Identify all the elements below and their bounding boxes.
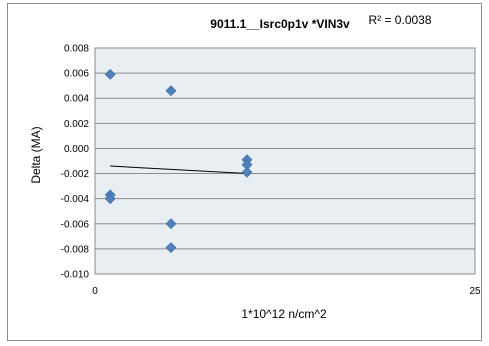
x-axis-title: 1*10^12 n/cm^2 — [241, 307, 327, 321]
y-tick-label: 0.008 — [64, 44, 89, 55]
data-point — [104, 68, 116, 80]
data-point — [165, 85, 177, 97]
data-point — [165, 242, 177, 254]
y-tick-label: -0.010 — [61, 270, 90, 281]
y-axis-title: Delta (MA) — [29, 126, 43, 183]
x-axis-tick-labels: 0 25 — [92, 286, 481, 297]
y-tick-label: 0.000 — [64, 144, 89, 155]
data-point — [104, 193, 116, 205]
plot-area — [94, 47, 476, 275]
x-tick-label: 25 — [469, 286, 481, 297]
y-tick-label: 0.006 — [64, 69, 89, 80]
y-tick-label: -0.008 — [61, 244, 90, 255]
chart-title: 9011.1__Isrc0p1v *VIN3v — [210, 17, 350, 31]
y-tick-label: -0.002 — [61, 169, 90, 180]
data-point — [241, 166, 253, 178]
data-point — [165, 218, 177, 230]
data-markers — [104, 68, 253, 254]
y-tick-label: 0.004 — [64, 94, 89, 105]
x-tick-label: 0 — [92, 286, 98, 297]
y-tick-label: 0.002 — [64, 119, 89, 130]
r-squared-label: R² = 0.0038 — [368, 13, 431, 27]
gridlines — [95, 47, 475, 275]
trendline — [110, 165, 248, 175]
y-tick-label: -0.006 — [61, 219, 90, 230]
y-axis-tick-labels: 0.008 0.006 0.004 0.002 0.000 -0.002 -0.004 -0.… — [61, 44, 90, 281]
y-tick-label: -0.004 — [61, 194, 90, 205]
